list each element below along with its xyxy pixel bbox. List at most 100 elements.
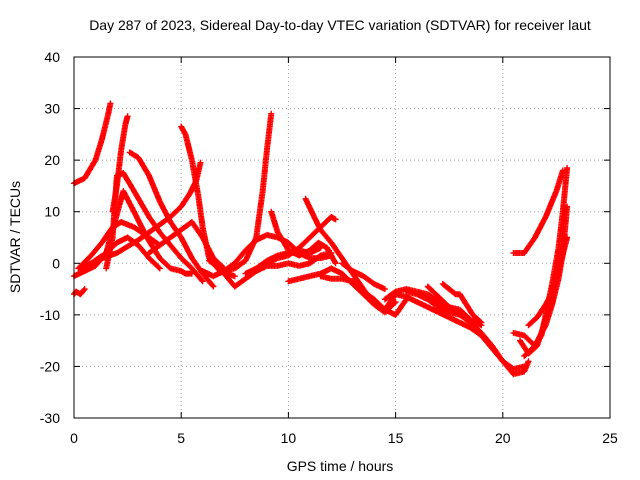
data-point-markers [532,215,548,241]
series-arc-12 [206,110,275,274]
data-point-markers [113,237,140,256]
data-point-markers [188,265,206,285]
data-point-markers [525,315,539,329]
data-point-markers [532,323,548,349]
data-point-markers [311,213,323,232]
data-point-markers [259,148,270,195]
y-tick-label: -10 [40,307,60,323]
data-point-markers [521,235,538,256]
data-point-markers [105,100,114,117]
data-point-markers [274,229,287,245]
data-point-markers [231,248,248,267]
data-point-markers [182,270,195,277]
data-point-markers [135,154,152,178]
data-point-markers [88,240,104,259]
data-point-markers [77,286,88,298]
data-point-markers [146,222,162,236]
data-point-markers [113,148,124,189]
data-point-markers [199,234,216,260]
data-point-markers [446,286,458,297]
data-point-markers [126,149,141,160]
axis-ticks: 0 5 10 15 20 25 -30 -20 -10 0 10 20 30 40 [40,49,618,446]
chart-title: Day 287 of 2023, Sidereal Day-to-day VTE… [89,17,591,33]
data-point-markers [109,184,120,215]
data-point-markers [178,192,192,210]
data-point-markers [120,188,137,214]
data-point-markers [92,138,105,164]
data-point-markers [478,332,495,351]
data-point-markers [456,306,473,322]
y-tick-label: 10 [44,204,60,220]
series-arc-01 [71,100,114,187]
series-arc-24 [403,288,463,318]
data-point-markers [456,291,469,307]
data-point-markers [118,122,129,153]
data-point-markers [195,193,206,229]
plot-frame [73,56,611,419]
data-point-markers [302,195,317,219]
data-point-markers [135,230,151,244]
data-point-markers [499,358,516,376]
data-point-markers [242,238,259,254]
data-point-markers [371,280,388,293]
data-point-markers [328,239,345,260]
series-arc-07 [109,113,131,215]
data-point-markers [306,253,323,267]
data-point-markers [392,296,410,318]
data-point-markers [542,189,559,220]
x-tick-label: 0 [70,430,78,446]
data-point-markers [231,276,248,290]
data-point-markers [264,110,275,153]
series-arc-08 [126,149,217,290]
data-point-markers [146,172,163,203]
y-tick-label: -20 [40,358,60,374]
data-point-markers [339,260,355,274]
data-point-markers [381,289,398,303]
x-tick-label: 5 [177,430,185,446]
data-point-markers [555,210,566,251]
data-point-markers [424,296,441,310]
data-point-markers [131,188,152,219]
data-point-markers [146,243,162,256]
data-point-markers [156,214,173,228]
series-arc-30 [521,203,571,360]
data-point-markers [98,112,111,143]
data-point-markers [534,302,548,321]
data-point-markers [122,113,131,127]
data-point-markers [268,208,281,234]
data-point-markers [188,219,205,240]
data-point-markers [156,255,173,271]
data-point-markers [371,296,387,312]
y-tick-label: 30 [44,101,60,117]
data-point-markers [135,242,152,260]
data-point-markers [324,244,339,267]
data-point-markers [521,343,537,360]
data-point-markers [551,261,564,293]
data-series-group [71,100,571,378]
data-point-markers [542,303,555,329]
series-arc-09 [92,159,204,264]
series-arc-23 [392,291,532,378]
y-tick-label: 40 [44,49,60,65]
data-point-markers [469,311,485,326]
data-point-markers [253,189,266,241]
data-point-markers [446,309,463,318]
data-point-markers [146,255,163,272]
x-tick-label: 20 [495,430,511,446]
data-point-markers [167,227,183,241]
data-point-markers [188,157,202,198]
data-point-markers [553,167,566,195]
x-axis-label: GPS time / hours [287,458,394,474]
data-point-markers [467,324,484,338]
data-point-markers [285,276,301,285]
data-point-markers [557,234,571,267]
data-point-markers [559,164,571,215]
data-point-markers [424,283,441,299]
data-point-markers [489,345,505,364]
data-point-markers [274,260,290,269]
data-point-markers [542,287,557,308]
series-arc-31 [525,234,571,329]
data-point-markers [221,261,237,274]
data-point-markers [521,358,532,375]
